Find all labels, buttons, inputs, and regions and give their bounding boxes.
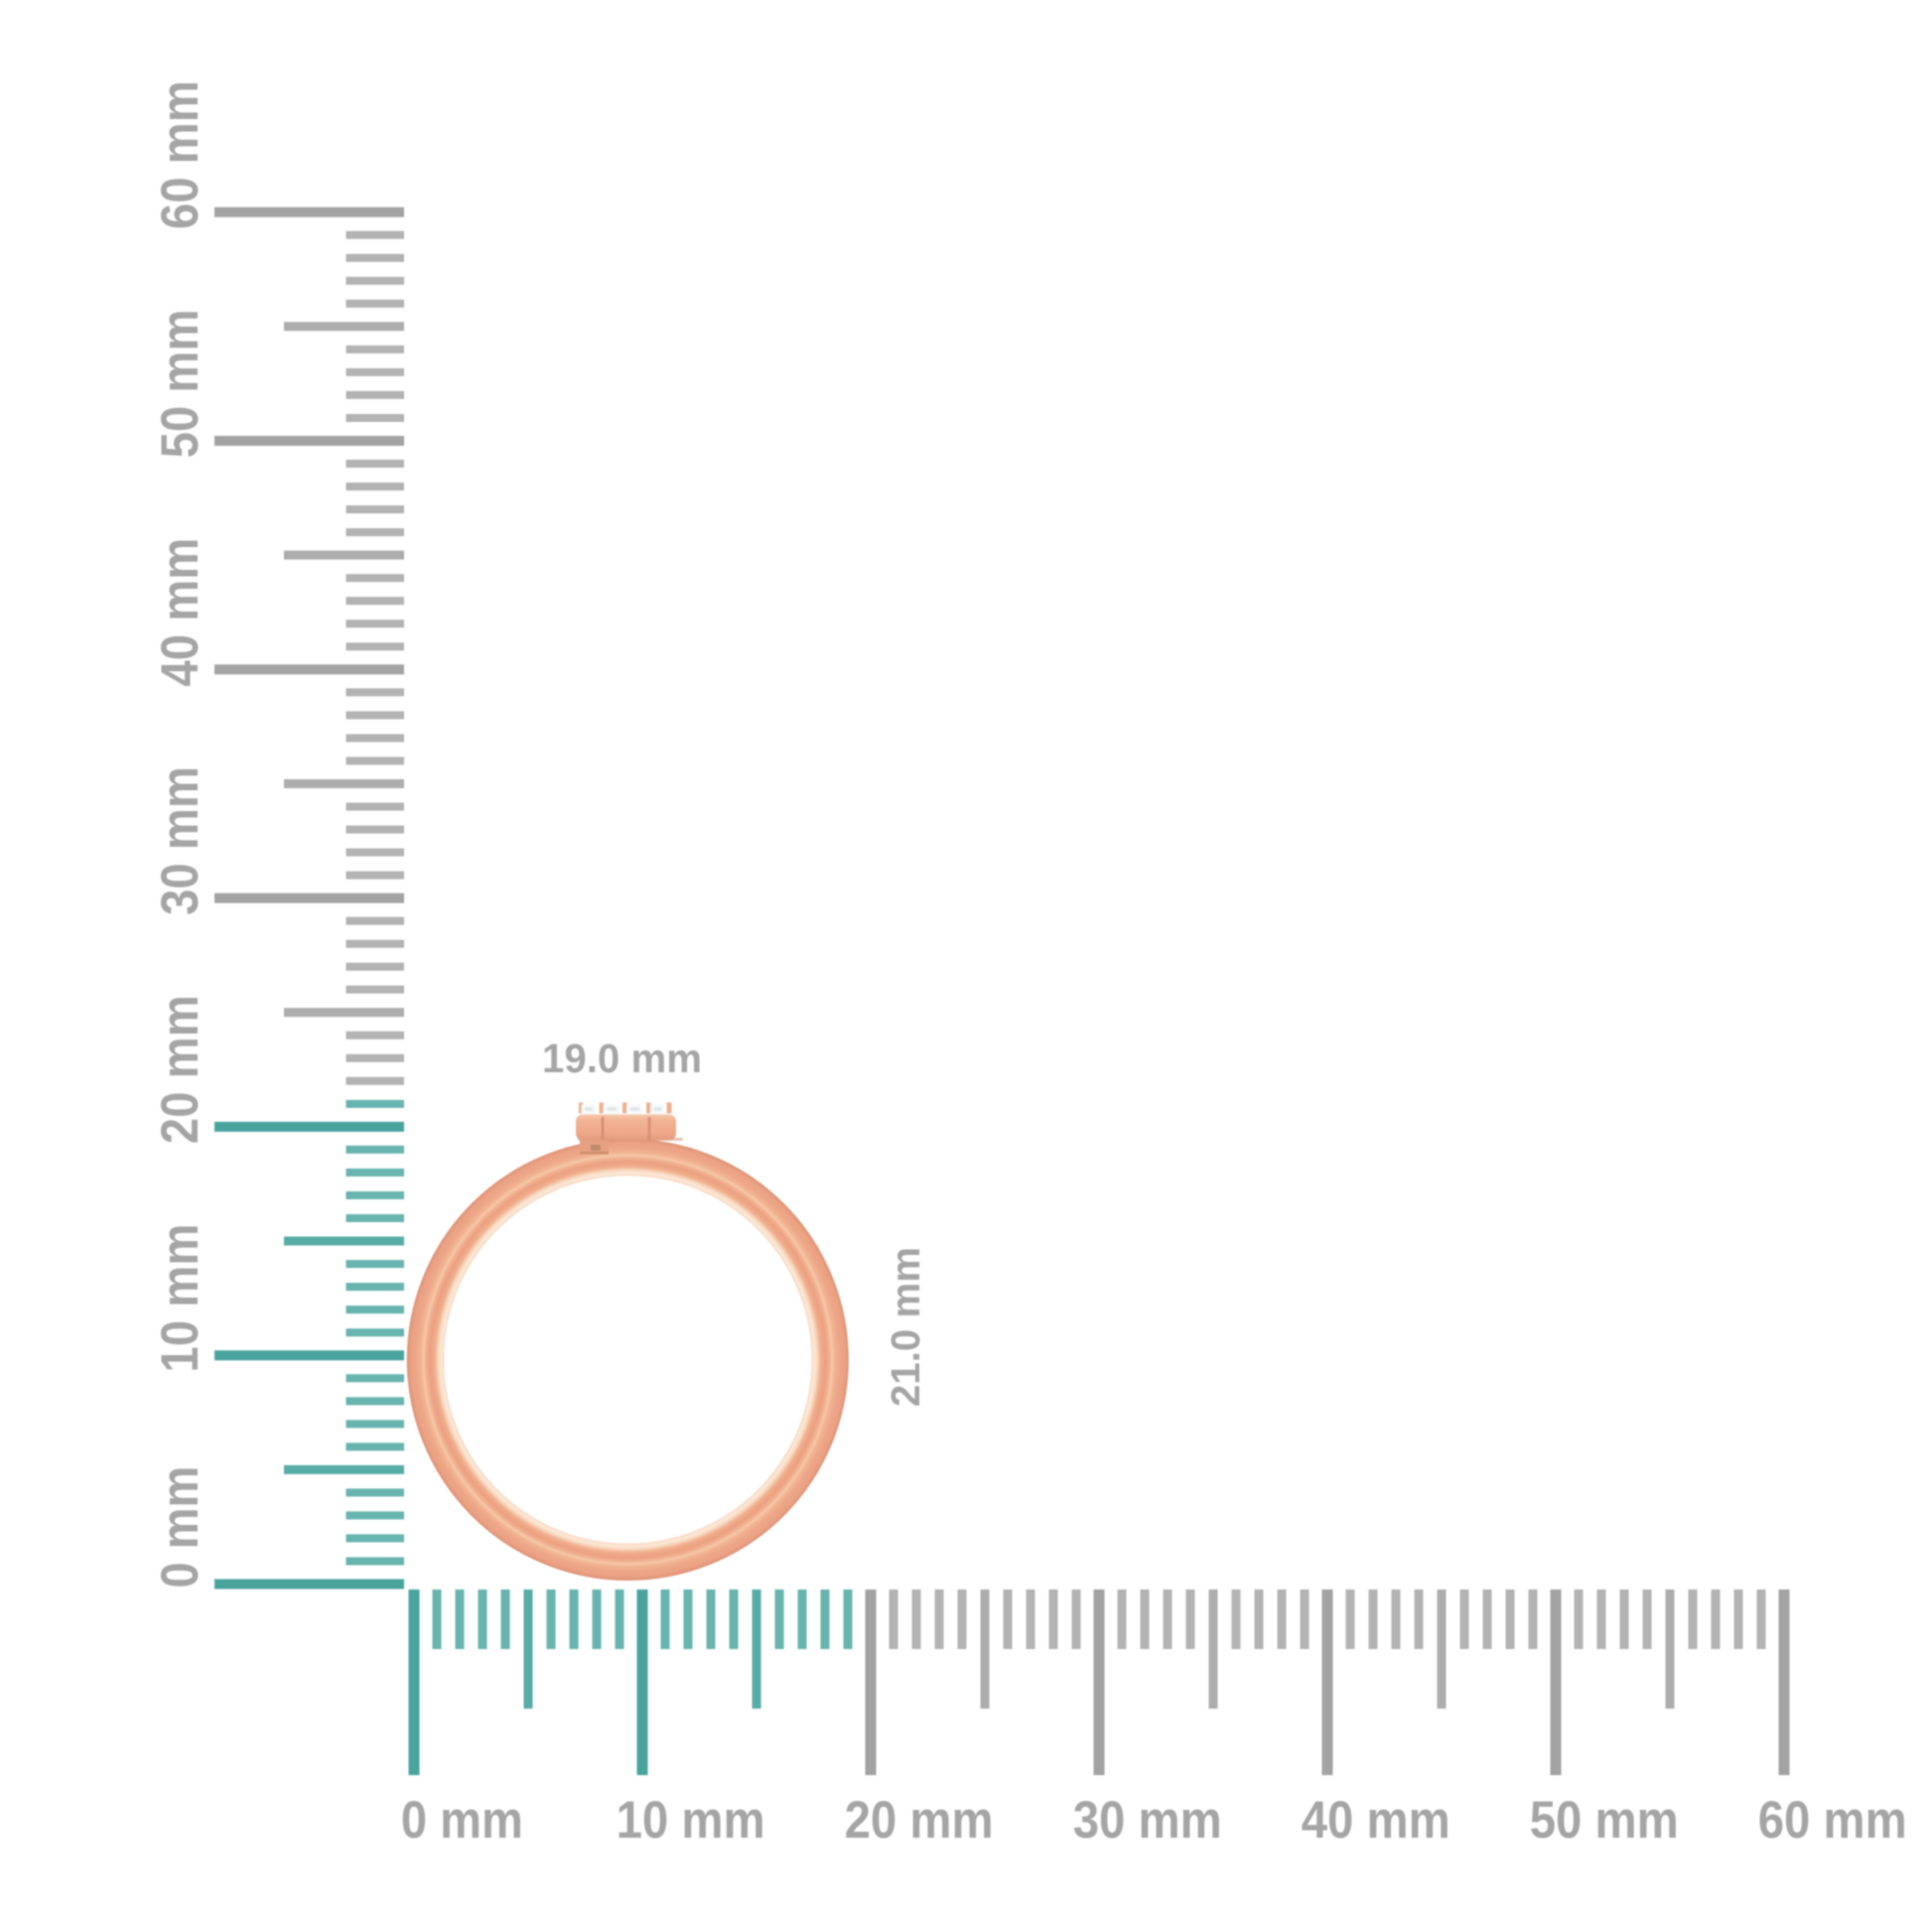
- svg-text:20 mm: 20 mm: [845, 1791, 994, 1850]
- svg-text:0 mm: 0 mm: [401, 1791, 523, 1850]
- svg-text:30 mm: 30 mm: [151, 766, 209, 915]
- svg-text:60 mm: 60 mm: [151, 80, 209, 229]
- svg-text:60 mm: 60 mm: [1758, 1791, 1907, 1850]
- svg-text:40 mm: 40 mm: [1302, 1791, 1450, 1850]
- svg-text:30 mm: 30 mm: [1073, 1791, 1222, 1850]
- svg-text:10 mm: 10 mm: [617, 1791, 765, 1850]
- svg-text:21.0 mm: 21.0 mm: [883, 1247, 928, 1407]
- svg-text:50 mm: 50 mm: [151, 309, 209, 458]
- svg-text:0 mm: 0 mm: [151, 1466, 209, 1588]
- svg-text:19.0 mm: 19.0 mm: [542, 1035, 702, 1081]
- svg-text:50 mm: 50 mm: [1530, 1791, 1679, 1850]
- svg-text:10 mm: 10 mm: [151, 1224, 209, 1373]
- svg-text:20 mm: 20 mm: [151, 995, 209, 1144]
- svg-text:40 mm: 40 mm: [151, 538, 209, 687]
